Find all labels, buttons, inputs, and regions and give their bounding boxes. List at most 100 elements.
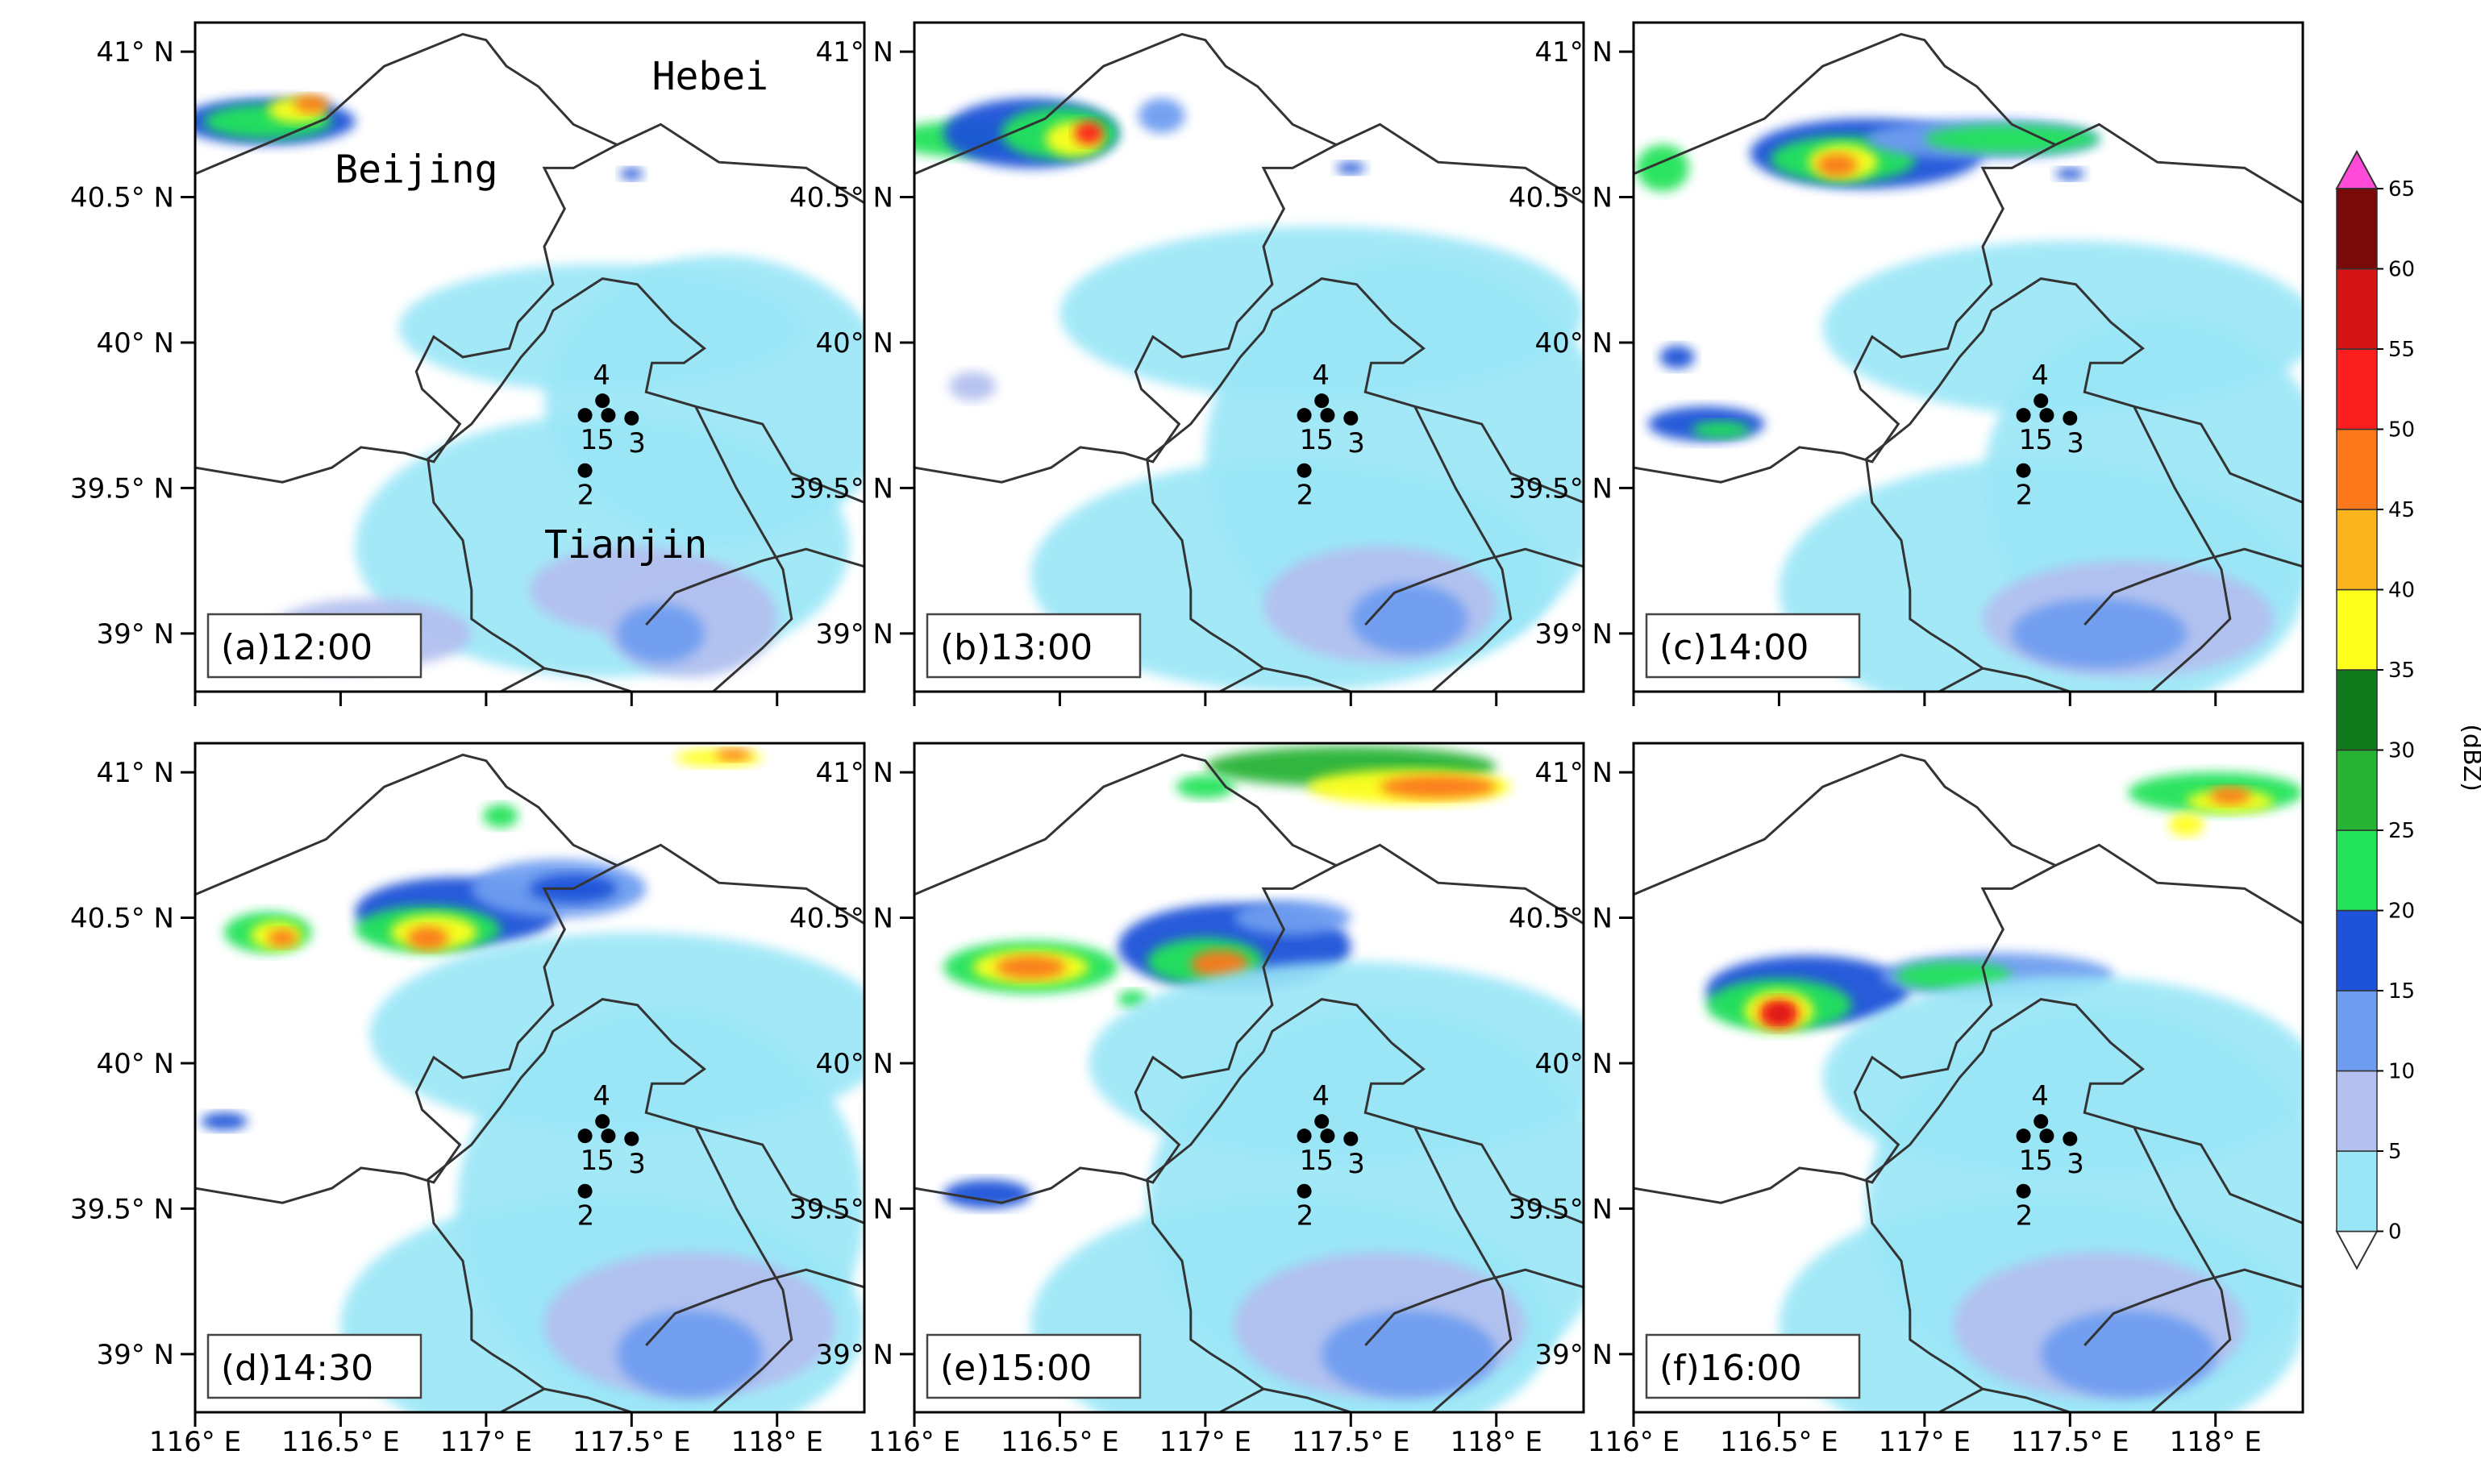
station-2-marker	[2016, 463, 2031, 478]
hebei-north-border	[2054, 843, 2303, 925]
station-3-label: 3	[1347, 427, 1365, 459]
panel-frame	[1632, 742, 2304, 1414]
stations: 1 2 3 4 5	[577, 360, 646, 512]
hebei-north-border	[1335, 123, 1584, 204]
station-2-label: 2	[1297, 1200, 1314, 1233]
y-tick-label: 40.5° N	[789, 182, 893, 214]
echo-cell	[715, 749, 751, 761]
y-tick-label: 40.5° N	[1509, 182, 1613, 214]
stations: 1 2 3 4 5	[2016, 1080, 2084, 1233]
station-1-marker	[2016, 1129, 2031, 1144]
station-3-marker	[624, 410, 639, 426]
echo-cell	[1380, 775, 1497, 799]
station-1-marker	[2016, 408, 2031, 423]
panel-frame	[194, 21, 866, 693]
hebei-border	[1414, 1125, 1584, 1224]
station-4-marker	[2034, 393, 2049, 409]
reflectivity-echoes	[943, 746, 1584, 1412]
echo-cell	[2209, 787, 2251, 804]
panel-ticks	[900, 771, 1498, 1427]
south-border	[1938, 667, 1984, 692]
y-tick-label: 39° N	[96, 618, 174, 651]
colorbar-under-triangle	[2335, 1230, 2379, 1270]
station-5-marker	[1320, 408, 1335, 423]
reflectivity-echoes	[201, 749, 864, 1412]
station-3-marker	[624, 1131, 639, 1146]
y-tick-label: 39° N	[815, 1339, 893, 1371]
panel-ticks	[181, 50, 779, 706]
y-tick-label: 39° N	[1534, 618, 1613, 651]
colorbar-box	[2336, 428, 2378, 510]
echo-cell	[617, 1310, 763, 1398]
colorbar-tick-label: 45	[2388, 498, 2415, 522]
panel-label-box	[926, 613, 1142, 679]
station-5-marker	[601, 408, 616, 423]
y-tick-label: 41° N	[96, 36, 174, 69]
x-tick-label: 117.5° E	[572, 1426, 691, 1458]
y-tick-label: 39.5° N	[789, 472, 893, 505]
echo-cell	[1924, 124, 2100, 154]
coastline	[1364, 1268, 1584, 1347]
y-tick-label: 40° N	[96, 1048, 174, 1080]
y-tick-label: 40° N	[815, 327, 893, 360]
south-border	[1219, 1387, 1264, 1412]
beijing-border	[195, 32, 620, 484]
tianjin-border	[1146, 998, 1513, 1412]
panel-label: (c)14:00	[1659, 627, 1809, 668]
station-5-label: 5	[2035, 424, 2053, 456]
panel-label-box	[206, 1333, 423, 1399]
station-3-marker	[1343, 1131, 1359, 1146]
echo-cell	[1322, 1310, 1497, 1398]
hebei-north-border	[2054, 123, 2303, 204]
colorbar-box	[2336, 268, 2378, 350]
station-2-label: 2	[2016, 480, 2034, 512]
panel-label: (a)12:00	[221, 627, 373, 668]
echo-cell	[1074, 121, 1104, 145]
colorbar-tick-label: 65	[2388, 177, 2415, 202]
tianjin-border	[1865, 998, 2232, 1412]
station-5-label: 5	[2035, 1145, 2053, 1177]
x-tick-label: 117.5° E	[1292, 1426, 1410, 1458]
borders	[914, 753, 1584, 1412]
station-2-label: 2	[2016, 1200, 2034, 1233]
hebei-border	[695, 405, 864, 504]
y-tick-label: 39.5° N	[70, 1193, 174, 1225]
region-label-hebei: Hebei	[652, 54, 769, 99]
y-tick-label: 40.5° N	[70, 182, 174, 214]
panels-layer: 1 2 3 4 5 Hebei Beijing Tianjin (a)12:00 1 2 3 4 5 (b)…	[181, 21, 2304, 1427]
station-1-label: 1	[1300, 424, 1318, 456]
y-tick-label: 40.5° N	[789, 903, 893, 935]
y-tick-label: 40° N	[1534, 1048, 1613, 1080]
echo-cell	[1817, 153, 1858, 177]
station-5-marker	[601, 1129, 616, 1144]
region-label-beijing: Beijing	[335, 147, 497, 192]
coastline	[2083, 1268, 2303, 1347]
panel-frame	[913, 21, 1585, 693]
panel-ticks	[1619, 771, 2217, 1427]
station-1-label: 1	[1300, 1145, 1318, 1177]
station-4-marker	[2034, 1114, 2049, 1129]
coastline	[645, 547, 864, 626]
panel-label: (d)14:30	[221, 1348, 373, 1389]
colorbar-box	[2336, 669, 2378, 751]
echo-cell	[1336, 162, 1366, 174]
station-3-label: 3	[628, 427, 646, 459]
stations: 1 2 3 4 5	[577, 1080, 646, 1233]
echo-cell	[619, 168, 643, 180]
stations: 1 2 3 4 5	[1297, 360, 1365, 512]
station-4-marker	[1314, 393, 1330, 409]
x-tick-label: 117° E	[440, 1426, 532, 1458]
south-border	[1938, 1387, 1984, 1412]
south-border	[500, 1387, 545, 1412]
panel-frame	[194, 742, 866, 1414]
colorbar-tick-label: 5	[2388, 1140, 2402, 1164]
tianjin-border	[1146, 277, 1513, 692]
echo-cell	[996, 955, 1066, 979]
station-4-label: 4	[2031, 360, 2049, 392]
colorbar-box	[2336, 909, 2378, 991]
panel-e-1500: 1 2 3 4 5 (e)15:00	[900, 742, 1585, 1427]
hebei-north-border	[1335, 843, 1584, 925]
beijing-border	[195, 753, 620, 1204]
station-1-marker	[1297, 1129, 1312, 1144]
